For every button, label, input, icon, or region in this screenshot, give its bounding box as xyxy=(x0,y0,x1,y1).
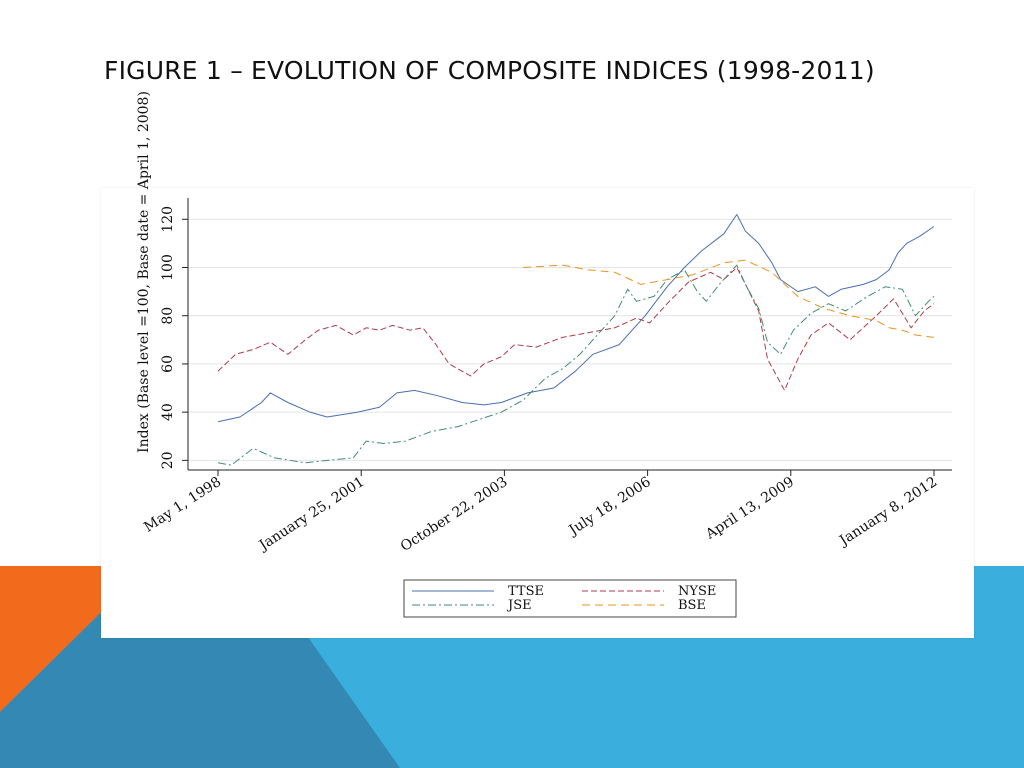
x-tick-label: January 8, 2012 xyxy=(835,474,940,550)
legend-label: TTSE xyxy=(508,584,544,599)
grid-lines xyxy=(188,218,952,461)
y-tick-label: 120 xyxy=(160,206,176,233)
x-tick-label: April 13, 2009 xyxy=(702,474,797,543)
x-tick-label: October 22, 2003 xyxy=(398,474,511,555)
series-line-bse xyxy=(523,259,935,338)
series-line-ttse xyxy=(217,214,935,423)
legend-label: NYSE xyxy=(678,584,716,599)
legend: TTSE NYSE JSE BSE xyxy=(403,579,737,618)
legend-label: BSE xyxy=(678,598,706,613)
series-line-jse xyxy=(217,264,935,466)
legend-label: JSE xyxy=(506,598,532,613)
x-tick-label: July 18, 2006 xyxy=(565,474,654,540)
y-tick-label: 80 xyxy=(160,307,176,325)
y-tick-label: 100 xyxy=(160,254,176,281)
y-tick-label: 60 xyxy=(160,355,176,373)
y-axis-label: Index (Base level =100, Base date = Apri… xyxy=(136,91,152,453)
decor-dark-blue-shape xyxy=(0,566,400,768)
y-tick-label: 40 xyxy=(160,403,176,421)
series-line-nyse xyxy=(217,267,935,391)
y-tick-label: 20 xyxy=(160,451,176,469)
series-lines xyxy=(217,214,935,466)
axes: 20 40 60 80 100 120 May 1, 1998 January 25, 200… xyxy=(141,198,952,555)
x-tick-label: January 25, 2001 xyxy=(255,474,367,555)
slide-title: FIGURE 1 – EVOLUTION OF COMPOSITE INDICE… xyxy=(104,56,875,85)
x-tick-label: May 1, 1998 xyxy=(141,474,224,536)
legend-box xyxy=(403,579,737,618)
